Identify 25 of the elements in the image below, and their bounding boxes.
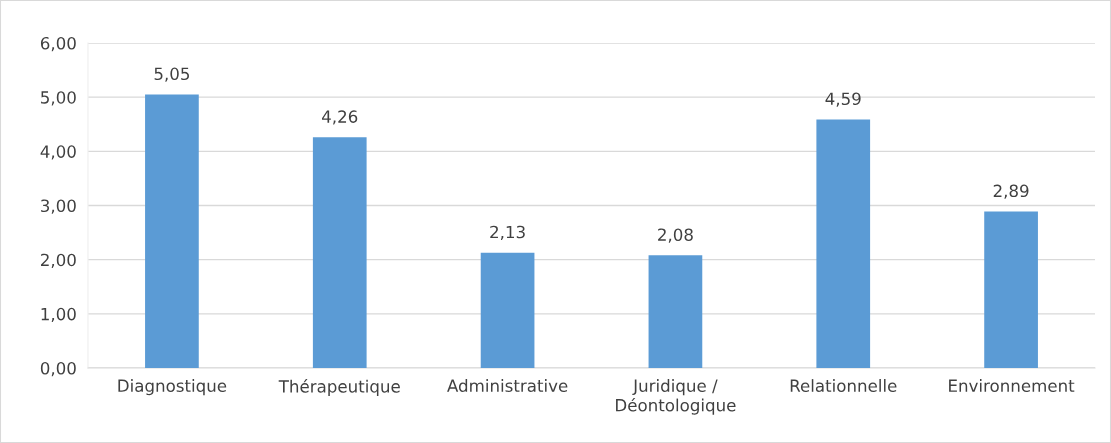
bar <box>145 94 199 368</box>
bar <box>312 137 367 368</box>
x-tick-label: Juridique / Déontologique <box>616 379 736 415</box>
x-tick-label: Environnement <box>949 379 1075 393</box>
y-tick-label: 0,00 <box>40 361 76 377</box>
x-tick-label: Thérapeutique <box>278 379 400 396</box>
data-label: 2,08 <box>658 228 693 243</box>
bar <box>984 211 1038 368</box>
y-tick-label: 6,00 <box>40 36 76 52</box>
bar <box>480 252 535 368</box>
data-label: 4,59 <box>825 92 861 107</box>
bar <box>816 119 871 368</box>
data-label: 4,26 <box>322 110 358 125</box>
bar <box>648 255 703 368</box>
data-label: 2,89 <box>993 184 1029 199</box>
y-tick-label: 1,00 <box>41 307 76 323</box>
data-label: 5,05 <box>154 67 190 82</box>
x-tick-label: Relationnelle <box>790 379 897 393</box>
y-tick-label: 4,00 <box>40 145 76 160</box>
y-tick-label: 2,00 <box>41 253 76 268</box>
x-tick-label: Administrative <box>447 379 568 393</box>
y-tick-label: 3,00 <box>41 199 76 214</box>
x-tick-label: Diagnostique <box>118 379 227 396</box>
y-tick-label: 5,00 <box>41 91 76 106</box>
data-label: 2,13 <box>490 225 525 240</box>
